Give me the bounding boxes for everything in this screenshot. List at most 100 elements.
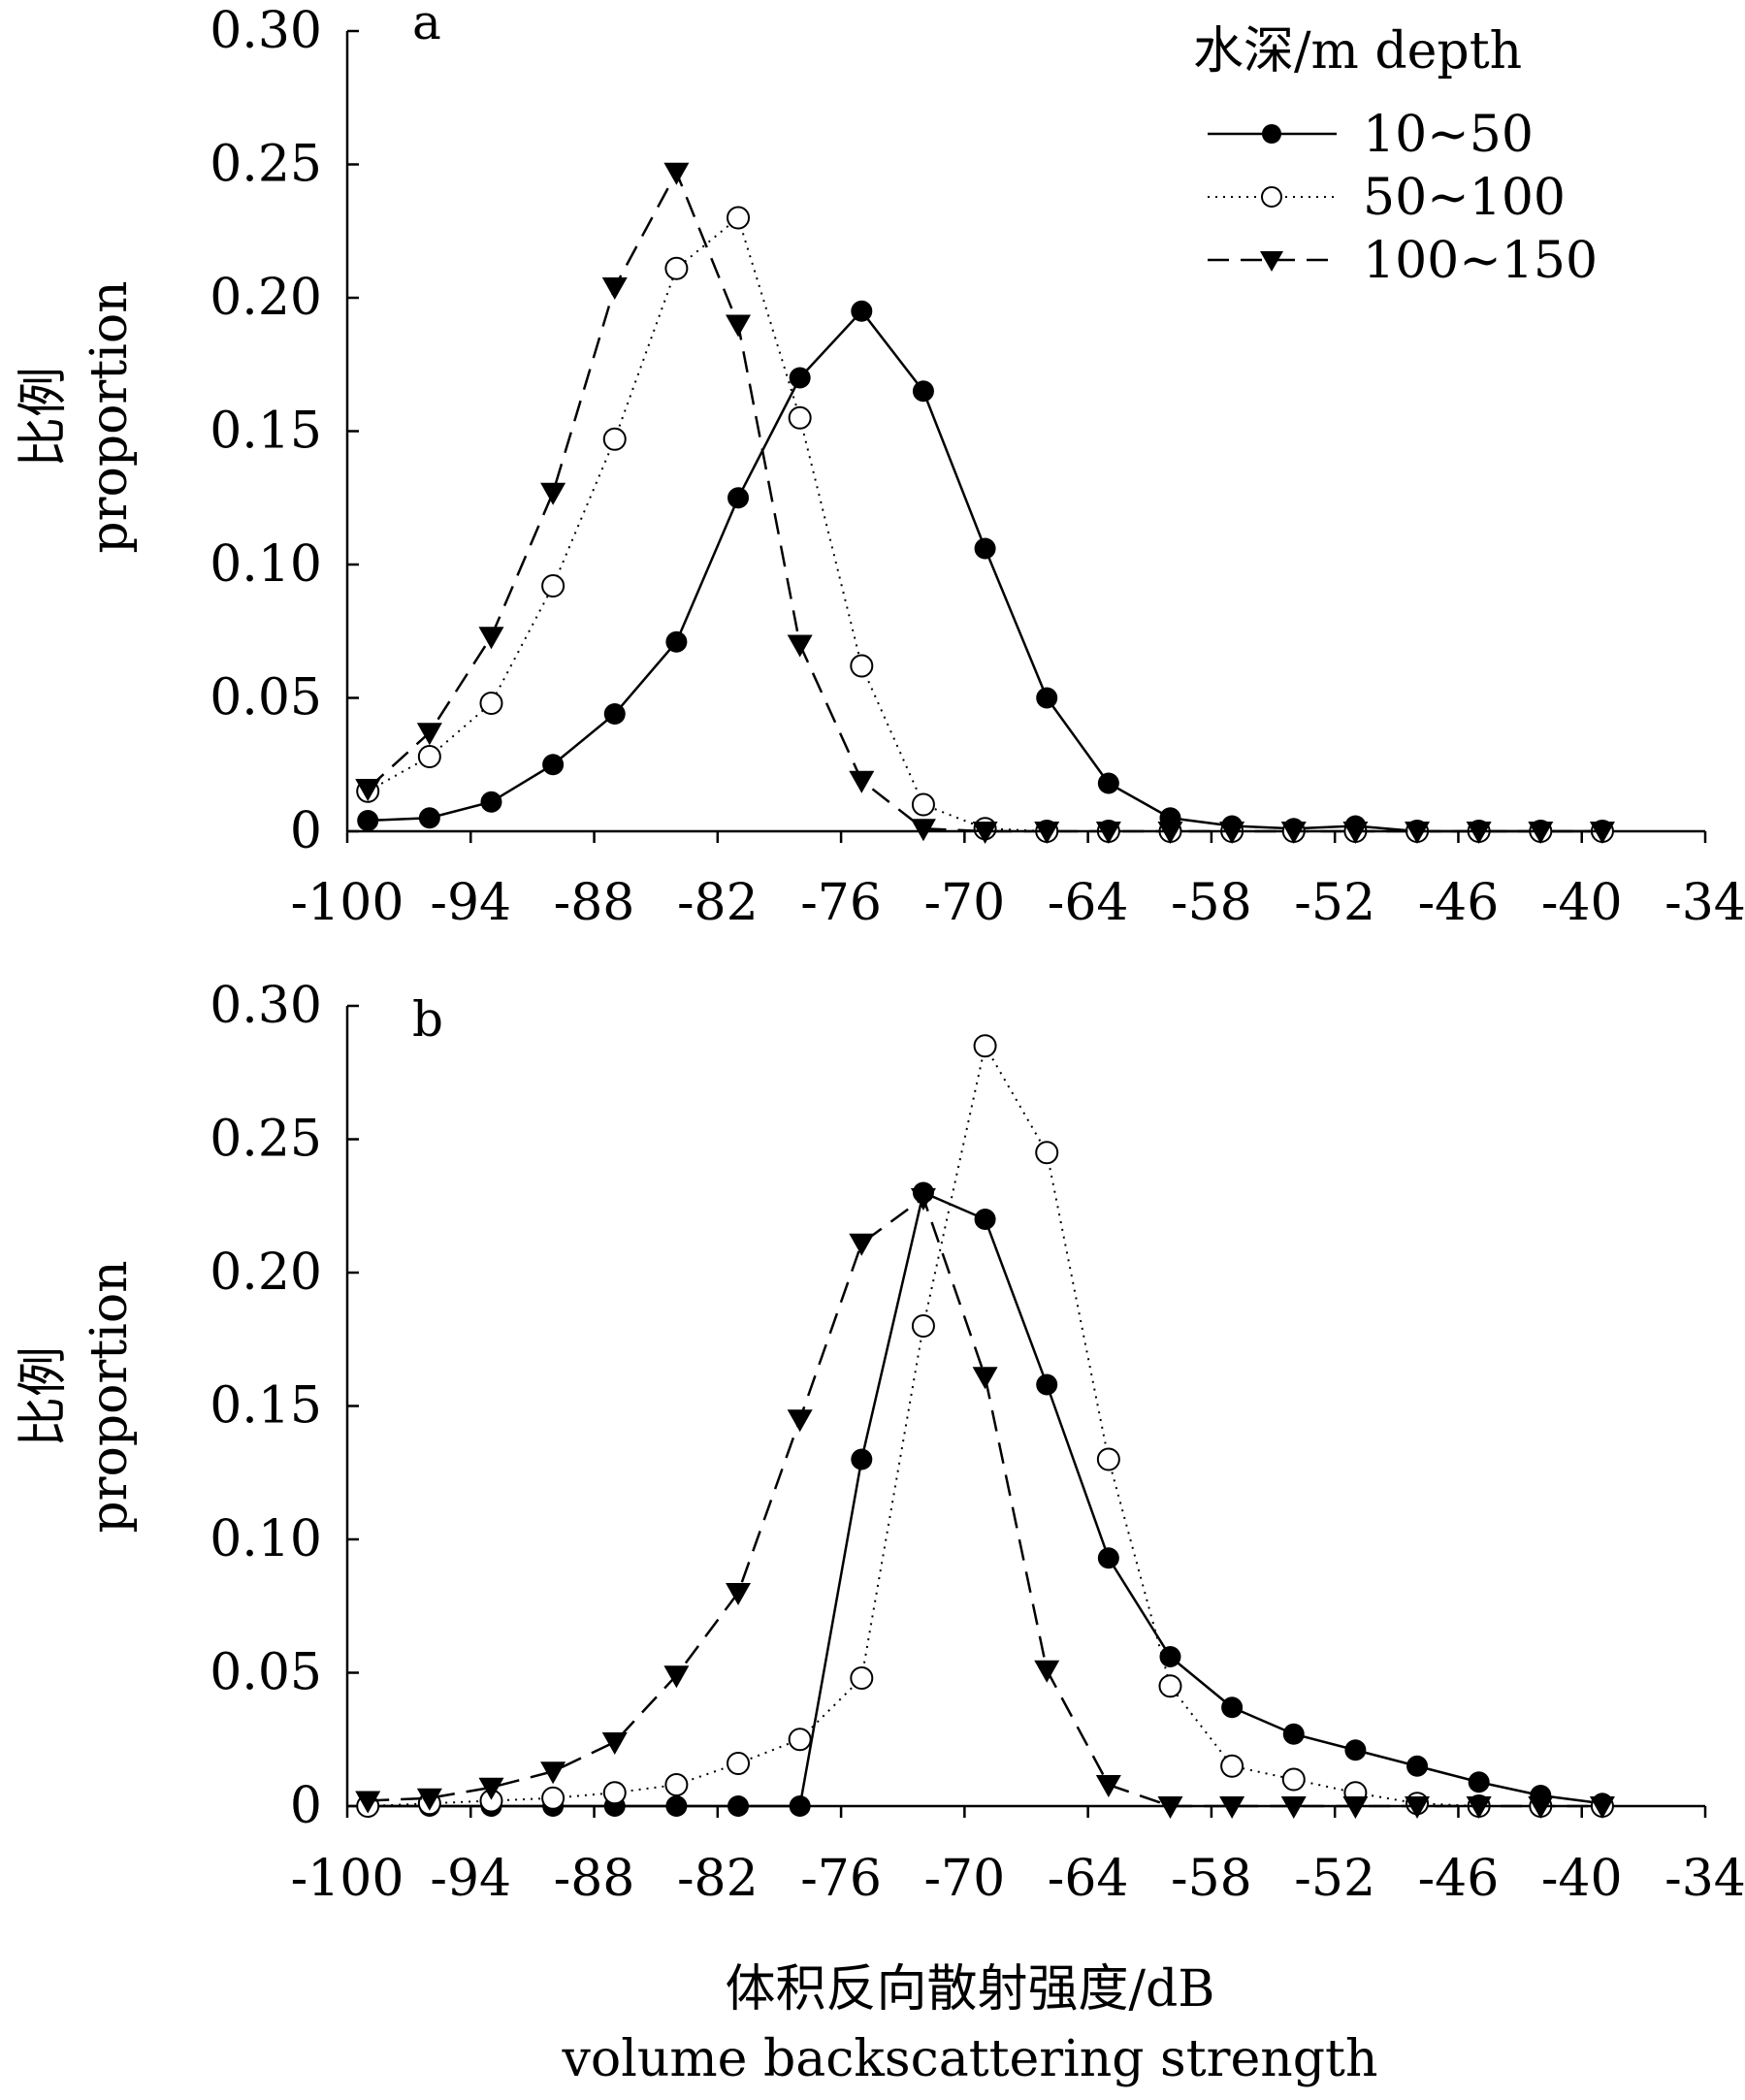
data-point (1281, 1767, 1306, 1792)
data-point (1221, 1696, 1244, 1719)
data-point (416, 723, 442, 746)
data-point (727, 1752, 751, 1775)
data-point (480, 791, 502, 813)
legend: 水深/m depth 10~50 50~100 100~150 (1193, 22, 1598, 290)
x-tick-label: ‑40 (1541, 874, 1623, 932)
panel-a-letter: a (412, 0, 441, 50)
x-axis-label-zh: 体积反向散射强度/dB (725, 1960, 1214, 2019)
y-tick-label: 0.15 (210, 403, 322, 461)
series-line (368, 1043, 1602, 1807)
data-point (1034, 1660, 1060, 1683)
data-point (663, 1665, 690, 1689)
data-point (789, 1795, 811, 1817)
data-point (1219, 1796, 1245, 1819)
data-point (726, 1583, 752, 1605)
series-line (368, 1190, 1603, 1808)
x-tick-label: ‑100 (291, 1850, 404, 1908)
data-point (789, 367, 811, 389)
data-point (1280, 1796, 1307, 1819)
x-tick-label: ‑58 (1171, 874, 1252, 932)
data-point (974, 1209, 996, 1230)
data-point (1342, 1796, 1369, 1819)
data-point (1096, 1447, 1120, 1471)
legend-entry-10-50: 10~50 (1208, 106, 1534, 164)
data-point (542, 754, 565, 776)
y-tick-label: 0.30 (210, 2, 322, 60)
x-tick-label: ‑34 (1664, 874, 1745, 932)
series-100-150 (355, 1188, 1615, 1819)
panel-a-y-label-zh: 比例 (15, 367, 73, 468)
panel-a-y-label-en: proportion (81, 280, 139, 553)
data-point (851, 300, 873, 322)
data-point (787, 634, 813, 658)
legend-entry-50-100: 50~100 (1208, 169, 1566, 227)
data-point (727, 487, 750, 509)
series-50-100 (356, 1034, 1614, 1818)
data-point (727, 206, 751, 230)
data-point (1405, 822, 1431, 844)
data-point (665, 1795, 688, 1817)
data-point (850, 654, 874, 678)
panel-b-chart: 0 0.05 0.10 0.15 0.20 0.25 0.30 ‑100 ‑94 ‑88 ‑82 ‑7… (15, 977, 1745, 1908)
data-point (1034, 822, 1060, 844)
legend-marker-filled-triangle (1260, 251, 1283, 272)
x-axis-label-en: volume backscattering strength (562, 2030, 1378, 2088)
data-point (416, 1788, 442, 1811)
data-point (541, 1786, 566, 1810)
data-point (479, 692, 503, 715)
data-point (910, 819, 936, 842)
x-tick-label: ‑52 (1294, 1850, 1375, 1908)
series-100-150 (355, 162, 1615, 844)
legend-label-100-150: 100~150 (1363, 232, 1598, 290)
data-point (1157, 1796, 1183, 1819)
data-point (1095, 1775, 1121, 1797)
x-tick-label: ‑82 (677, 874, 759, 932)
data-point (1468, 1771, 1490, 1793)
data-point (1097, 772, 1119, 794)
data-point (974, 537, 996, 560)
legend-label-50-100: 50~100 (1363, 169, 1566, 227)
data-point (912, 380, 934, 403)
data-point (603, 703, 626, 725)
data-point (726, 314, 752, 338)
data-point (911, 792, 935, 817)
data-point (1159, 1646, 1181, 1667)
y-tick-label: 0 (290, 1777, 322, 1835)
x-tick-label: ‑70 (923, 874, 1005, 932)
data-point (478, 1777, 504, 1800)
x-tick-label: ‑46 (1418, 874, 1500, 932)
legend-title: 水深/m depth (1193, 22, 1522, 81)
legend-label-10-50: 10~50 (1363, 106, 1534, 164)
data-point (1528, 822, 1554, 844)
data-point (355, 779, 381, 801)
data-point (664, 1773, 689, 1796)
data-point (665, 630, 688, 653)
data-point (355, 1791, 381, 1814)
data-point (418, 807, 440, 829)
series-line (368, 308, 1602, 833)
panel-a-chart: 0 0.05 0.10 0.15 0.20 0.25 0.30 ‑100 ‑94 ‑88 ‑82 ‑7… (15, 0, 1745, 932)
data-point (601, 277, 628, 300)
data-point (1097, 1547, 1119, 1569)
data-point (1158, 1674, 1182, 1698)
x-tick-label: ‑88 (554, 1850, 635, 1908)
x-tick-label: ‑88 (554, 874, 635, 932)
x-tick-label: ‑46 (1418, 1850, 1500, 1908)
data-point (478, 627, 504, 650)
x-tick-label: ‑70 (923, 1850, 1005, 1908)
y-tick-label: 0.25 (210, 1111, 322, 1169)
data-point (1466, 822, 1492, 844)
y-tick-label: 0.15 (210, 1377, 322, 1436)
y-tick-label: 0.10 (210, 535, 322, 594)
data-point (1406, 1755, 1429, 1777)
data-point (1589, 1796, 1615, 1819)
x-tick-label: ‑94 (430, 1850, 511, 1908)
data-point (972, 1367, 998, 1390)
data-point (911, 1314, 935, 1338)
x-tick-label: ‑82 (677, 1850, 759, 1908)
data-point (1095, 822, 1121, 844)
x-tick-label: ‑52 (1294, 874, 1375, 932)
data-point (1589, 822, 1615, 844)
data-point (663, 162, 690, 185)
data-point (1344, 1739, 1367, 1761)
